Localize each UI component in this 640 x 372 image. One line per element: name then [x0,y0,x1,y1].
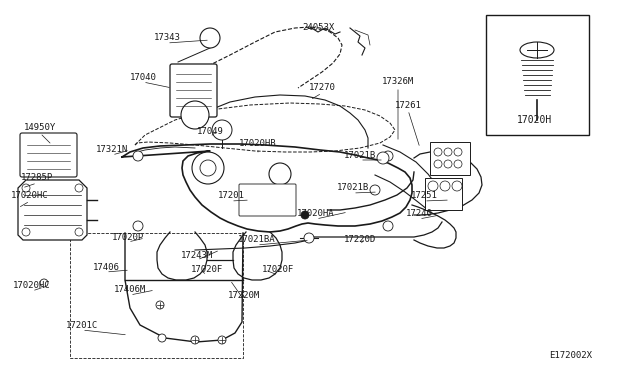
Text: 17326M: 17326M [382,77,414,87]
Circle shape [454,160,462,168]
Circle shape [40,279,48,287]
Circle shape [212,120,232,140]
Circle shape [133,221,143,231]
Circle shape [452,181,462,191]
Ellipse shape [520,42,554,58]
Circle shape [434,148,442,156]
Text: 17020HC: 17020HC [13,282,51,291]
Polygon shape [18,180,87,240]
Circle shape [370,185,380,195]
Circle shape [218,336,226,344]
Circle shape [304,233,314,243]
Circle shape [191,336,199,344]
Circle shape [377,152,389,164]
Text: 17321N: 17321N [96,145,128,154]
Text: 17021B: 17021B [337,183,369,192]
Circle shape [200,160,216,176]
Circle shape [444,148,452,156]
Text: 17285P: 17285P [21,173,53,183]
Circle shape [434,160,442,168]
Text: 17220M: 17220M [228,291,260,299]
Circle shape [181,101,209,129]
Text: 17243M: 17243M [181,250,213,260]
Circle shape [440,181,450,191]
Circle shape [158,334,166,342]
Text: 17240: 17240 [406,209,433,218]
Circle shape [269,163,291,185]
Polygon shape [122,144,412,232]
Circle shape [383,151,393,161]
Text: 17040: 17040 [129,73,156,81]
Circle shape [444,160,452,168]
Text: 17406: 17406 [93,263,120,272]
Text: E172002X: E172002X [550,352,593,360]
Text: 24053X: 24053X [302,22,334,32]
Text: 17020HA: 17020HA [297,209,335,218]
Text: 17021B: 17021B [344,151,376,160]
FancyBboxPatch shape [170,64,217,117]
Text: 17406M: 17406M [114,285,146,295]
Text: 17020HC: 17020HC [11,192,49,201]
Circle shape [133,151,143,161]
Circle shape [22,228,30,236]
Circle shape [200,28,220,48]
Text: 17270: 17270 [308,83,335,93]
Text: 17020H: 17020H [516,115,552,125]
Text: 17020P: 17020P [112,232,144,241]
Text: 17201: 17201 [218,192,244,201]
Circle shape [75,228,83,236]
Circle shape [75,184,83,192]
Bar [430,142,470,175]
Circle shape [156,301,164,309]
Text: 17020F: 17020F [191,266,223,275]
Text: 17020F: 17020F [262,266,294,275]
Circle shape [22,184,30,192]
Text: 17251: 17251 [411,192,437,201]
Bar [486,15,589,135]
FancyBboxPatch shape [239,184,296,216]
Text: 17343: 17343 [154,33,180,42]
Text: 17261: 17261 [395,100,421,109]
Text: 17049: 17049 [196,128,223,137]
Bar [425,178,462,210]
Text: 14950Y: 14950Y [24,124,56,132]
Circle shape [301,211,309,219]
Text: 17021BA: 17021BA [238,235,276,244]
Circle shape [383,221,393,231]
Text: 17201C: 17201C [66,321,98,330]
Circle shape [428,181,438,191]
Circle shape [192,152,224,184]
Circle shape [454,148,462,156]
Text: 17220D: 17220D [344,235,376,244]
FancyBboxPatch shape [20,133,77,177]
Text: 17020HB: 17020HB [239,138,277,148]
